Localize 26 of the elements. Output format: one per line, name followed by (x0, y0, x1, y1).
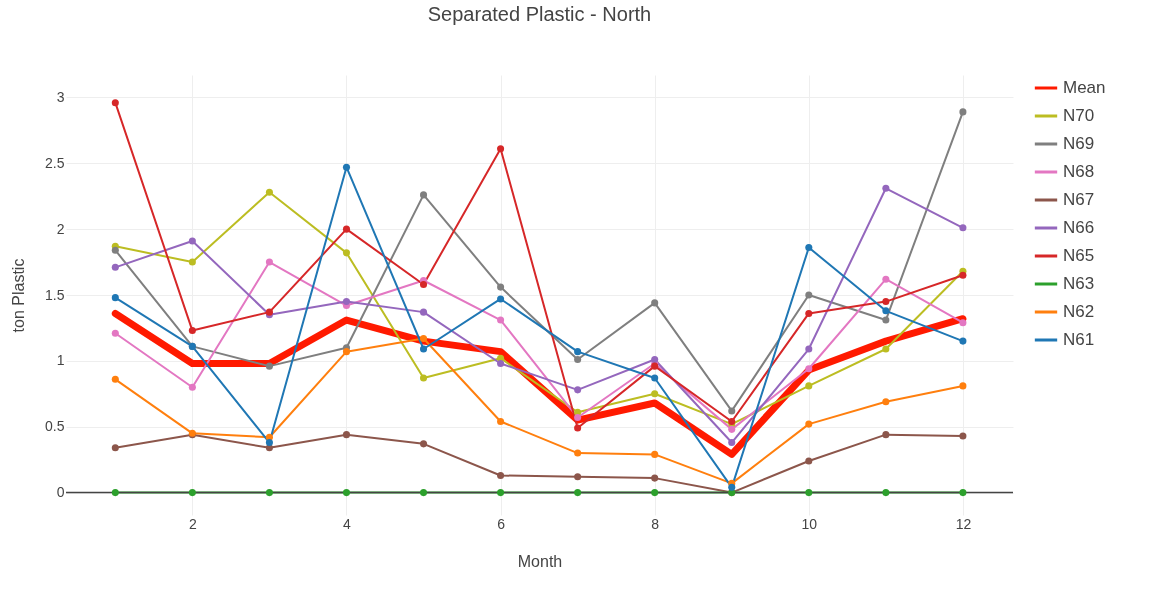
y-tick-label: 2 (56, 220, 65, 237)
y-tick-label: 0 (56, 484, 65, 501)
legend-label: N69 (1063, 134, 1095, 153)
x-tick-label: 6 (497, 515, 506, 532)
legend-label: Mean (1063, 78, 1106, 97)
chart-title: Separated Plastic - North (427, 3, 652, 25)
legend-label: N65 (1063, 246, 1095, 265)
x-tick-label: 12 (955, 515, 972, 532)
legend-label: N68 (1063, 162, 1095, 181)
y-axis-title: ton Plastic (10, 258, 28, 333)
x-tick-label: 2 (188, 515, 197, 532)
legend-label: N67 (1063, 190, 1095, 209)
y-tick-label: 0.5 (45, 418, 65, 435)
legend-label: N61 (1063, 330, 1095, 349)
y-tick-label: 1 (56, 352, 65, 369)
legend-label: N62 (1063, 302, 1095, 321)
legend-label: N70 (1063, 106, 1095, 125)
y-tick-label: 3 (56, 88, 65, 105)
x-tick-label: 10 (801, 515, 818, 532)
x-axis-title: Month (517, 552, 563, 570)
y-tick-label: 1.5 (45, 286, 65, 303)
legend-label: N63 (1063, 274, 1095, 293)
x-tick-label: 8 (651, 515, 660, 532)
legend-label: N66 (1063, 218, 1095, 237)
x-tick-label: 4 (343, 515, 352, 532)
y-tick-label: 2.5 (45, 154, 65, 171)
